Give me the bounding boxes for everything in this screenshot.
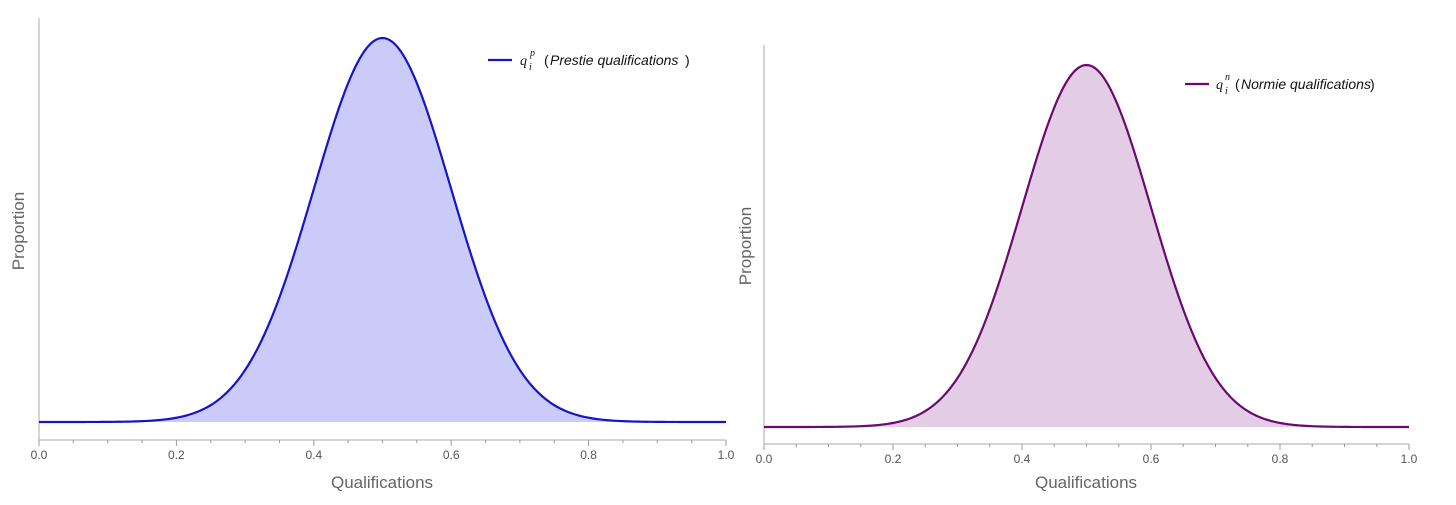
legend-label-normie: Normie qualifications: [1241, 76, 1371, 92]
x-tick-label: 0.4: [1014, 452, 1031, 466]
series-line-normie: [764, 63, 1409, 429]
chart-panel-normie: 0.0 0.2 0.4 0.6 0.8 1.0 Qualifications Propor…: [736, 45, 1418, 492]
x-tick-label: 0.8: [580, 448, 597, 462]
legend-open-paren: (: [1235, 76, 1240, 92]
x-tick-label: 1.0: [1401, 452, 1418, 466]
legend-label-prestie: Prestie qualifications: [550, 52, 678, 68]
y-axis-title: Proportion: [736, 207, 755, 285]
legend-superscript: p: [529, 48, 535, 59]
legend-subscript: i: [1225, 86, 1228, 97]
legend-close-paren: ): [1370, 76, 1375, 92]
legend-superscript: n: [1225, 72, 1230, 83]
x-ticks: [763, 444, 1410, 450]
legend: q n i ( Normie qualifications ): [1185, 72, 1375, 97]
x-tick-label: 1.0: [718, 448, 735, 462]
legend-close-paren: ): [685, 52, 690, 68]
legend-symbol: q: [520, 54, 527, 69]
x-ticks: [38, 440, 727, 446]
x-axis-title: Qualifications: [1035, 473, 1137, 492]
x-tick-labels: 0.0 0.2 0.4 0.6 0.8 1.0: [31, 448, 735, 462]
chart-panel-prestie: 0.0 0.2 0.4 0.6 0.8 1.0 Qualifications Propor…: [9, 18, 735, 492]
legend-symbol: q: [1216, 78, 1223, 93]
x-tick-label: 0.8: [1272, 452, 1289, 466]
x-tick-labels: 0.0 0.2 0.4 0.6 0.8 1.0: [756, 452, 1418, 466]
x-tick-label: 0.0: [31, 448, 48, 462]
x-axis-title: Qualifications: [331, 473, 433, 492]
x-tick-label: 0.6: [443, 448, 460, 462]
x-tick-label: 0.4: [305, 448, 322, 462]
series-line-prestie: [39, 36, 726, 424]
area-fill-normie: [764, 65, 1409, 427]
x-tick-label: 0.0: [756, 452, 773, 466]
x-tick-label: 0.2: [168, 448, 185, 462]
legend-open-paren: (: [544, 52, 549, 68]
x-tick-label: 0.2: [885, 452, 902, 466]
legend-subscript: i: [529, 62, 532, 73]
area-fill-prestie: [39, 38, 726, 422]
legend: q p i ( Prestie qualifications ): [488, 48, 690, 73]
x-tick-label: 0.6: [1143, 452, 1160, 466]
y-axis-title: Proportion: [9, 192, 28, 270]
